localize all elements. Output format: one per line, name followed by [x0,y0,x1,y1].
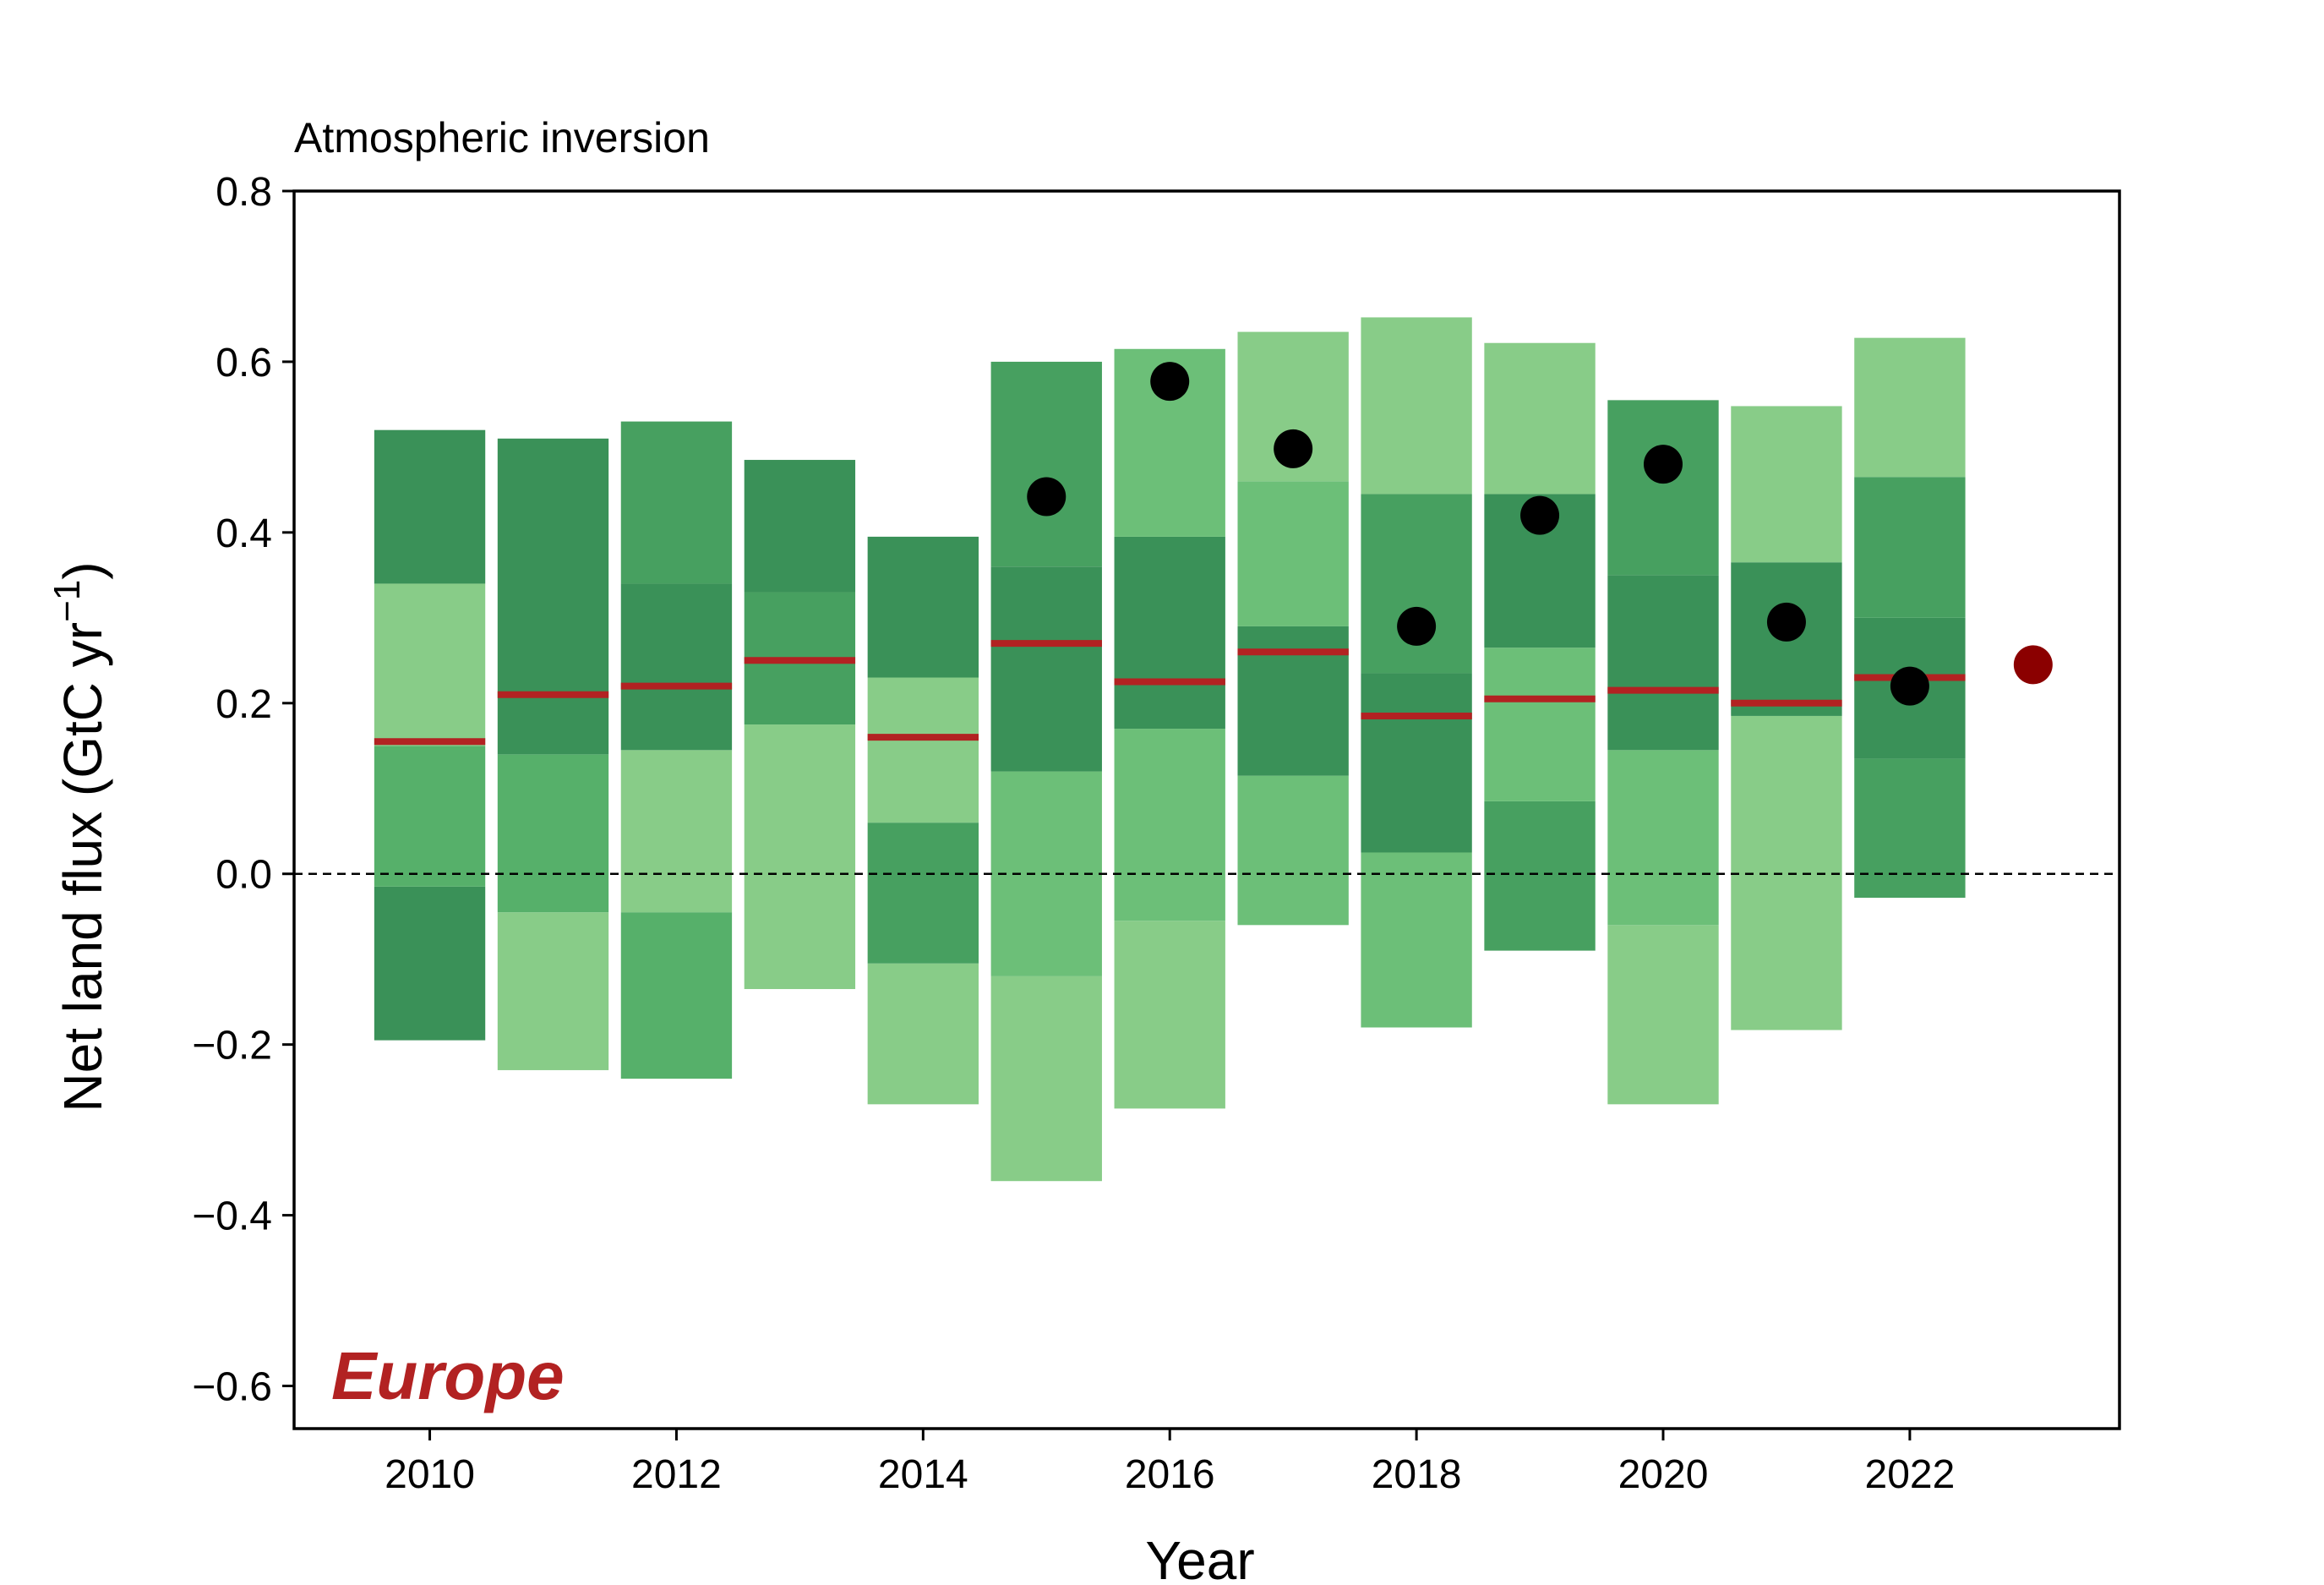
bar-2018-segment-3 [1361,494,1472,674]
observed-point-2020 [1644,445,1683,484]
bar-2014-segment-4 [867,536,979,678]
bar-2010-segment-3 [374,583,486,746]
x-tick-label-2010: 2010 [385,1452,475,1497]
bar-2016-segment-1 [1114,921,1225,1109]
x-axis: 2010 2012 2014 2016 2018 2020 2022 [385,1429,1955,1497]
y-axis: −0.6 −0.4 −0.2 0.0 0.2 0.4 0.6 0.8 [192,170,294,1410]
x-tick-label-2018: 2018 [1372,1452,1462,1497]
x-axis-title: Year [1145,1530,1254,1585]
observed-point-2022 [1890,666,1929,706]
points-layer [1027,362,2053,706]
y-axis-title-main: Net land flux (GtC yr [52,622,113,1112]
y-tick-label-6: 0.6 [215,341,272,385]
bar-2022-segment-3 [1854,477,1966,618]
observed-point-2019 [1520,495,1560,535]
observed-point-2017 [1274,429,1313,468]
bar-2012-segment-2 [620,750,733,913]
bar-2011-segment-3 [497,438,609,755]
bar-2010-segment-4 [374,429,486,584]
bar-2012-segment-3 [620,583,733,751]
bar-2014-segment-3 [867,677,979,823]
bar-2013-segment-1 [744,724,856,990]
bar-2018-segment-2 [1361,673,1472,853]
bar-2011-segment-2 [497,754,609,913]
x-tick-label-2014: 2014 [878,1452,968,1497]
bar-2018-segment-4 [1361,317,1472,495]
observed-point-2021 [1766,602,1806,642]
y-axis-title-close: ) [52,561,113,579]
x-tick-label-2016: 2016 [1125,1452,1215,1497]
bar-2020-segment-4 [1607,400,1719,576]
bar-2020-segment-2 [1607,750,1719,926]
bar-2022-segment-1 [1854,758,1966,898]
observed-point-2018 [1397,606,1437,646]
bar-2021-segment-3 [1731,406,1842,563]
bar-2015-segment-4 [990,361,1102,567]
bar-2010-segment-1 [374,886,486,1041]
plot-frame [292,189,2121,1430]
bar-2016-segment-3 [1114,536,1225,730]
x-tick-label-2022: 2022 [1865,1452,1956,1497]
bar-2012-segment-4 [620,421,733,584]
y-tick-label-2: −0.2 [192,1024,272,1069]
bar-2017-segment-1 [1237,775,1349,926]
y-tick-label-0: −0.6 [192,1365,272,1410]
bar-2022-segment-4 [1854,337,1966,478]
observed-point-2016 [1150,362,1190,402]
bar-2017-segment-3 [1237,481,1349,626]
bar-2010-segment-2 [374,746,486,887]
bar-2020-segment-3 [1607,575,1719,751]
region-label: Europe [331,1338,565,1413]
y-axis-title-unit-exponent: −1 [46,580,88,622]
bar-2019-segment-4 [1484,342,1596,495]
chart-subtitle: Atmospheric inversion [294,114,710,161]
bar-2020-segment-1 [1607,925,1719,1105]
observed-point-2015 [1027,477,1067,516]
y-axis-title: Net land flux (GtC yr−1) [46,561,113,1112]
bar-2015-segment-1 [990,976,1102,1182]
bar-2014-segment-2 [867,823,979,964]
x-tick-label-2020: 2020 [1618,1452,1709,1497]
bar-2012-segment-1 [620,912,733,1079]
y-tick-label-1: −0.4 [192,1194,272,1239]
bar-2013-segment-3 [744,460,856,593]
bar-2016-segment-2 [1114,729,1225,921]
bar-2019-segment-1 [1484,801,1596,951]
bar-2011-segment-1 [497,912,609,1070]
y-tick-label-7: 0.8 [215,170,272,215]
y-tick-label-4: 0.2 [215,682,272,727]
bar-2019-segment-2 [1484,648,1596,801]
bar-2014-segment-1 [867,963,979,1105]
bar-2018-segment-1 [1361,852,1472,1028]
x-tick-label-2012: 2012 [631,1452,722,1497]
y-tick-label-3: 0.0 [215,853,272,898]
bar-2015-segment-3 [990,566,1102,772]
y-tick-label-5: 0.4 [215,511,272,556]
latest-point-2023 [2013,645,2053,685]
bars-layer [374,317,1966,1182]
